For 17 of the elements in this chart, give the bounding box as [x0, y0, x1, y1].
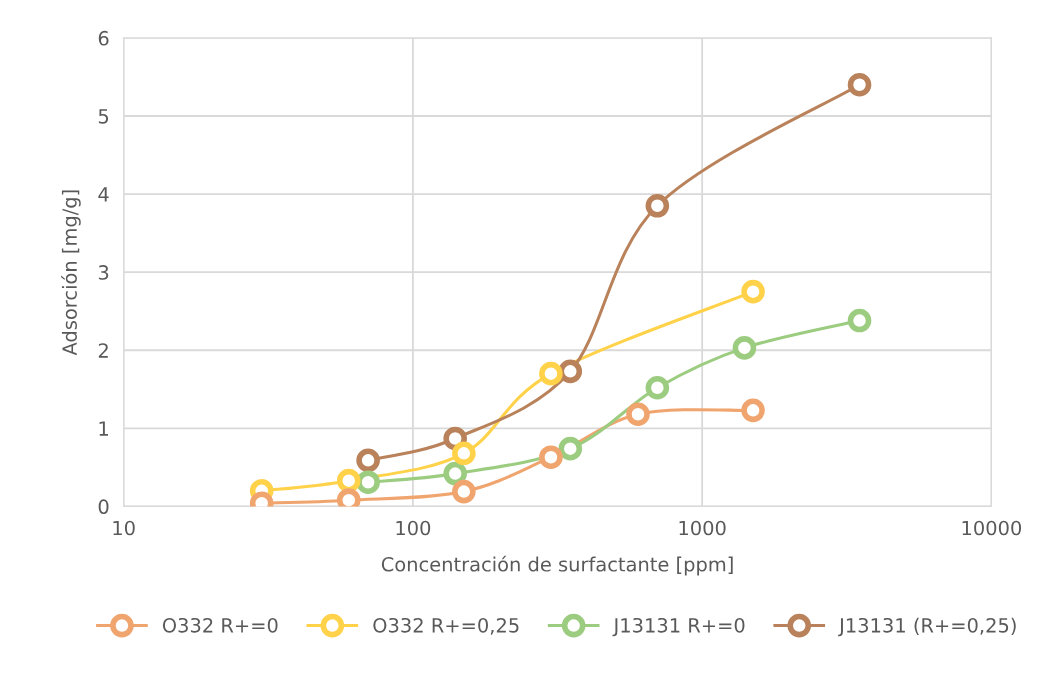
y-tick-label: 1	[99, 421, 108, 436]
y-tick-label: 2	[98, 343, 108, 358]
y-tick-label: 5	[98, 109, 109, 124]
x-tick-label: 10	[113, 520, 135, 536]
legend-label: J13131 R+=0	[612, 617, 745, 637]
y-tick-label: 0	[98, 499, 109, 515]
x-tick-label: 10000	[962, 520, 1022, 536]
x-axis-title: Concentración de surfactante [ppm]	[381, 555, 733, 576]
y-tick-label: 3	[98, 265, 109, 280]
legend-label: O332 R+=0	[162, 617, 278, 633]
legend-label: O332 R+=0,25	[373, 617, 519, 635]
y-axis-title: Adsorción [mg/g]	[61, 190, 81, 356]
legend-label: J13131 (R+=0,25)	[838, 617, 1016, 637]
x-tick-label: 1000	[679, 520, 726, 536]
y-tick-label: 4	[98, 187, 109, 202]
x-tick-label: 100	[396, 520, 431, 536]
y-tick-label: 6	[98, 30, 109, 46]
